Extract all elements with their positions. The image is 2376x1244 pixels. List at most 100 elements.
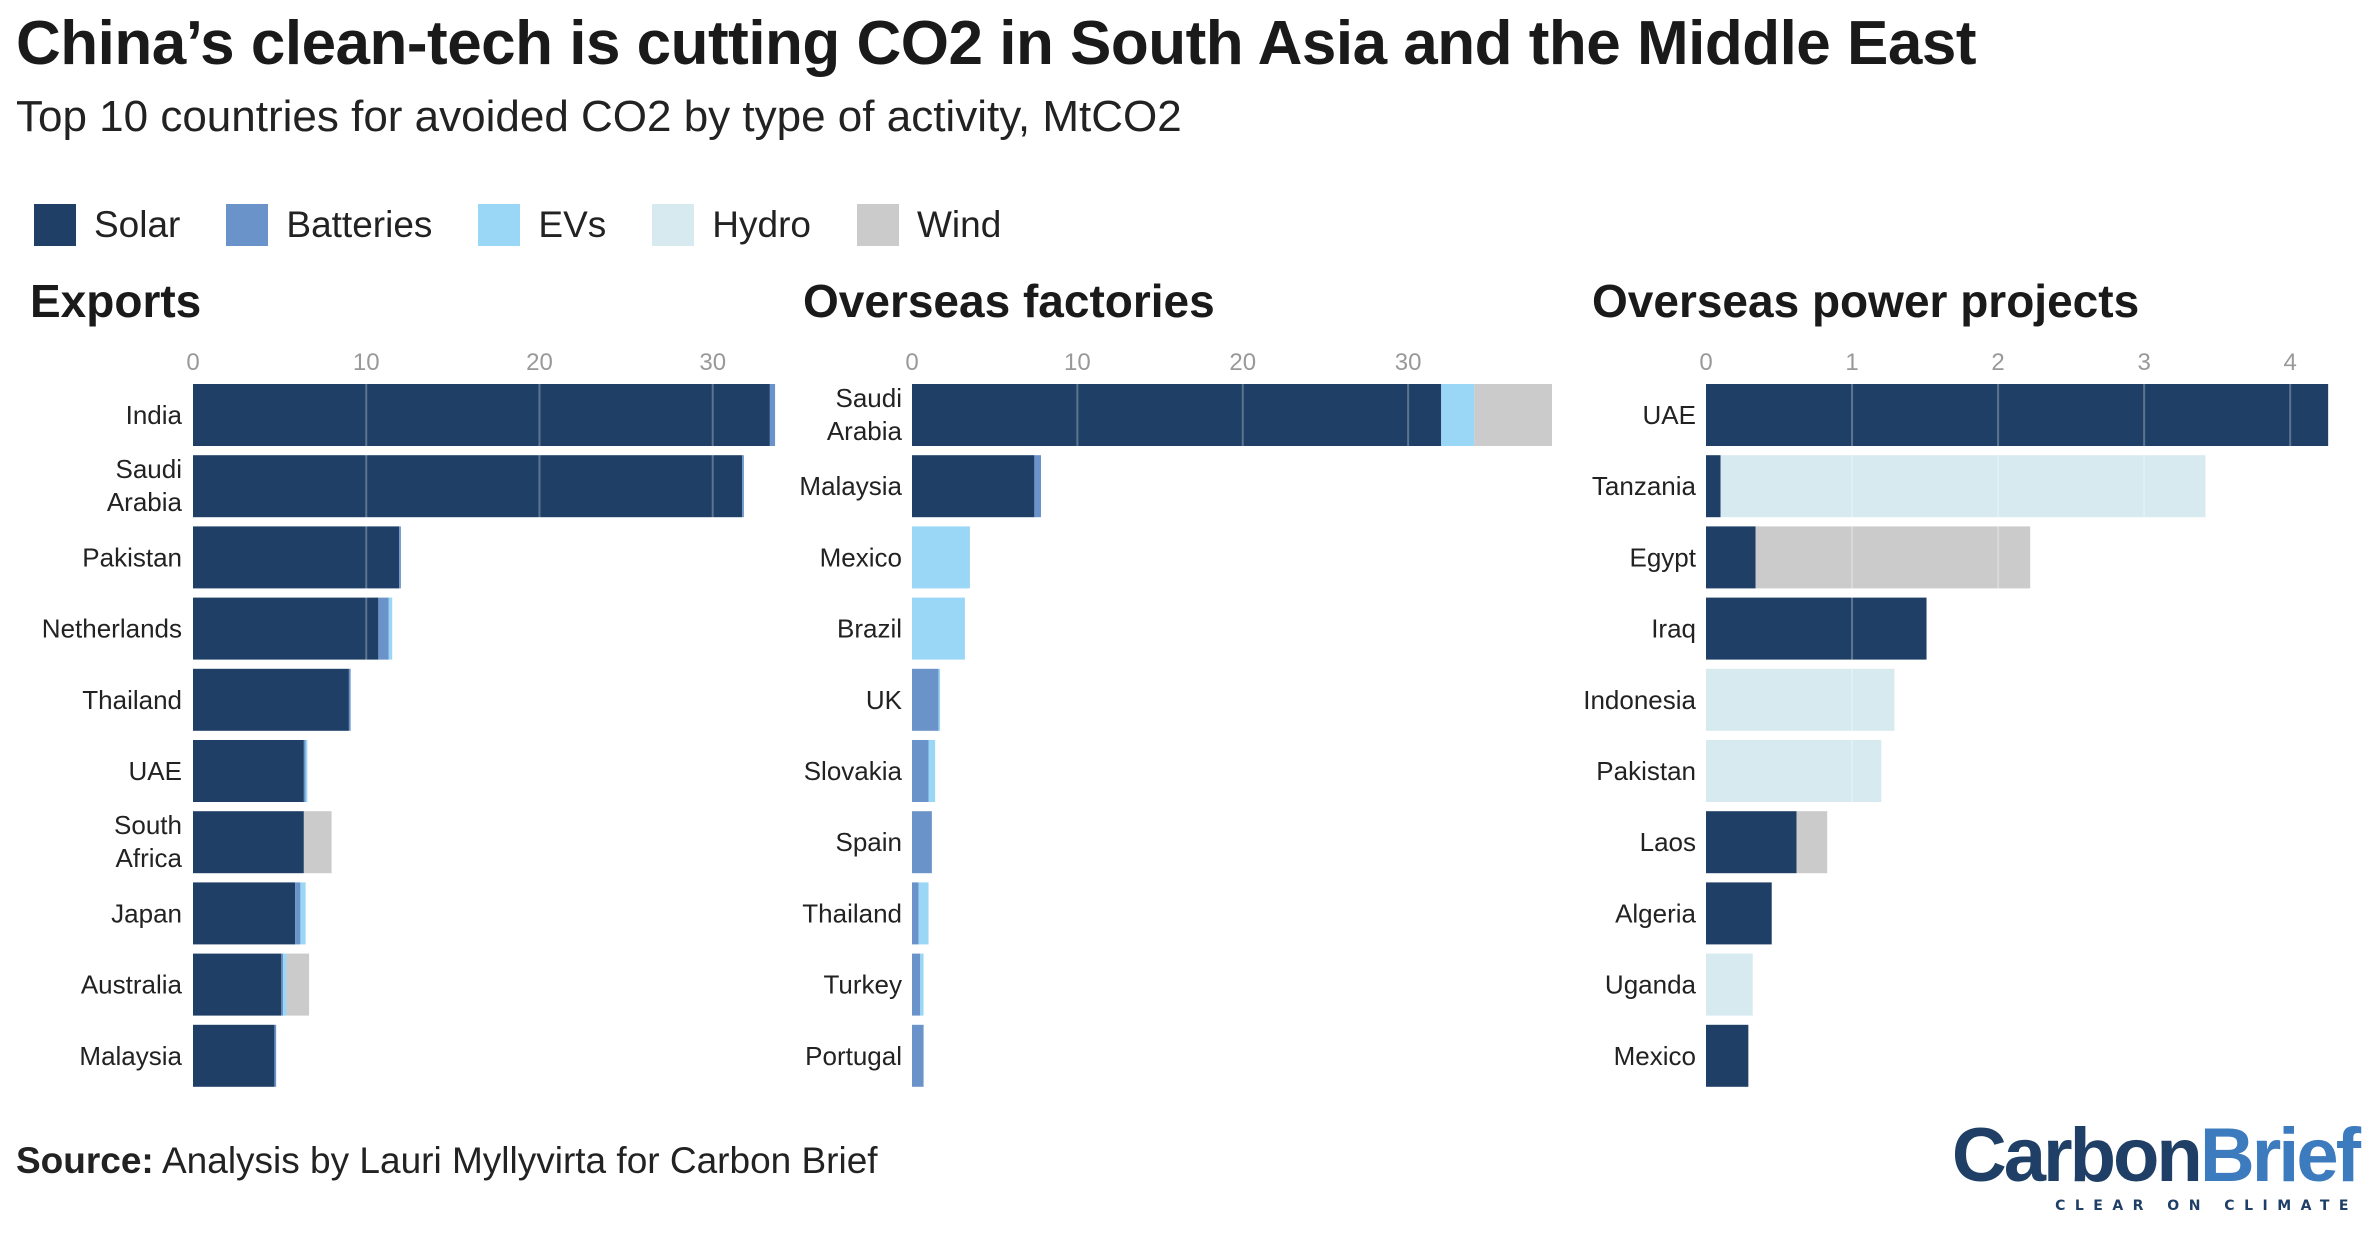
bar-wind-saudi-arabia bbox=[1474, 384, 1552, 446]
legend-item-solar: Solar bbox=[34, 204, 180, 246]
logo-carbon: Carbon bbox=[1951, 1113, 2203, 1198]
bar-solar-pakistan bbox=[193, 526, 400, 589]
legend-label-evs: EVs bbox=[538, 204, 607, 245]
bar-solar-saudi-arabia bbox=[193, 455, 743, 518]
legend-swatch-hydro bbox=[652, 204, 695, 246]
legend-swatch-batteries bbox=[226, 204, 269, 246]
bar-batteries-uae bbox=[303, 740, 306, 802]
legend-item-batteries: Batteries bbox=[226, 204, 432, 246]
bar-evs-mexico bbox=[912, 526, 970, 589]
bar-batteries-malaysia bbox=[1034, 455, 1041, 518]
tick-label-overseas-power-projects-4: 4 bbox=[2284, 349, 2297, 376]
bar-solar-laos bbox=[1706, 811, 1797, 874]
bar-evs-netherlands bbox=[388, 597, 393, 660]
bars-exports bbox=[193, 384, 776, 1087]
tick-label-overseas-factories-10: 10 bbox=[1064, 349, 1091, 376]
category-label-saudi-arabia: Saudi Arabia bbox=[827, 383, 903, 446]
tick-label-overseas-factories-30: 30 bbox=[1395, 349, 1422, 376]
bar-solar-south-africa bbox=[193, 811, 304, 874]
bar-batteries-netherlands bbox=[378, 597, 389, 660]
category-label-thailand: Thailand bbox=[802, 898, 902, 928]
legend-label-wind: Wind bbox=[916, 204, 1002, 245]
category-label-egypt: Egypt bbox=[1630, 542, 1697, 572]
legend-item-hydro: Hydro bbox=[652, 204, 811, 246]
bar-hydro-uganda bbox=[1706, 953, 1753, 1016]
category-label-pakistan: Pakistan bbox=[82, 542, 182, 572]
tick-label-exports-20: 20 bbox=[526, 349, 553, 376]
category-label-portugal: Portugal bbox=[805, 1041, 902, 1071]
category-label-laos: Laos bbox=[1640, 827, 1696, 857]
bar-evs-australia bbox=[283, 953, 287, 1016]
category-label-malaysia: Malaysia bbox=[79, 1041, 182, 1071]
bar-solar-uae bbox=[1706, 384, 2329, 446]
bar-batteries-turkey bbox=[912, 953, 921, 1016]
category-label-iraq: Iraq bbox=[1651, 614, 1696, 644]
bar-solar-netherlands bbox=[193, 597, 379, 660]
bar-evs-uae bbox=[305, 740, 308, 802]
source-note: Source: Analysis by Lauri Myllyvirta for… bbox=[16, 1140, 878, 1182]
bar-wind-egypt bbox=[1755, 526, 2031, 589]
tick-label-overseas-factories-20: 20 bbox=[1229, 349, 1256, 376]
bar-solar-malaysia bbox=[193, 1024, 275, 1087]
bar-batteries-thailand bbox=[348, 668, 351, 731]
bar-batteries-slovakia bbox=[912, 740, 929, 802]
logo-wordmark: CarbonBrief bbox=[1952, 1118, 2361, 1194]
category-label-mexico: Mexico bbox=[1614, 1041, 1696, 1071]
tick-label-overseas-power-projects-3: 3 bbox=[2137, 349, 2150, 376]
category-label-uk: UK bbox=[866, 685, 903, 715]
category-label-uganda: Uganda bbox=[1605, 970, 1697, 1000]
category-label-turkey: Turkey bbox=[824, 970, 903, 1000]
legend-swatch-wind bbox=[856, 204, 899, 246]
bar-batteries-australia bbox=[281, 953, 284, 1016]
tick-label-exports-30: 30 bbox=[699, 349, 726, 376]
bar-solar-egypt bbox=[1706, 526, 1756, 589]
bar-solar-tanzania bbox=[1706, 455, 1721, 518]
bar-evs-thailand bbox=[918, 882, 929, 945]
category-label-netherlands: Netherlands bbox=[42, 614, 182, 644]
chart-area: India Saudi Arabia Pakistan Netherlands Thail… bbox=[42, 349, 2329, 1087]
category-label-mexico: Mexico bbox=[820, 542, 902, 572]
logo-brief: Brief bbox=[2199, 1113, 2361, 1198]
bar-wind-australia bbox=[286, 953, 310, 1016]
category-label-south-africa: South Africa bbox=[114, 810, 182, 873]
category-label-saudi-arabia: Saudi Arabia bbox=[107, 454, 183, 517]
bar-wind-laos bbox=[1796, 811, 1828, 874]
chart-title: China’s clean-tech is cutting CO2 in Sou… bbox=[16, 9, 1976, 78]
bars-overseas-factories bbox=[912, 384, 1552, 1087]
legend-swatch-evs bbox=[478, 204, 521, 246]
category-label-india: India bbox=[126, 400, 183, 430]
panel-title-overseas-power-projects: Overseas power projects bbox=[1592, 275, 2140, 327]
panel-title-exports: Exports bbox=[30, 275, 202, 327]
bar-batteries-india bbox=[769, 384, 776, 446]
category-label-malaysia: Malaysia bbox=[799, 471, 902, 501]
bar-evs-slovakia bbox=[928, 740, 936, 802]
bar-hydro-indonesia bbox=[1706, 668, 1895, 731]
bar-batteries-japan bbox=[295, 882, 301, 945]
bar-solar-uae bbox=[193, 740, 304, 802]
bar-solar-saudi-arabia bbox=[912, 384, 1442, 446]
bar-solar-australia bbox=[193, 953, 282, 1016]
legend-swatch-solar bbox=[34, 204, 76, 246]
bar-batteries-portugal bbox=[912, 1024, 924, 1087]
tick-label-overseas-power-projects-2: 2 bbox=[1991, 349, 2004, 376]
tick-label-exports-10: 10 bbox=[353, 349, 380, 376]
bar-solar-iraq bbox=[1706, 597, 1927, 660]
chart-subtitle: Top 10 countries for avoided CO2 by type… bbox=[16, 92, 1182, 141]
bar-evs-saudi-arabia bbox=[1441, 384, 1475, 446]
bar-solar-india bbox=[193, 384, 770, 446]
bar-batteries-uk bbox=[912, 668, 939, 731]
logo-tagline: CLEAR ON CLIMATE bbox=[2055, 1198, 2358, 1214]
bar-batteries-spain bbox=[912, 811, 932, 874]
bar-hydro-pakistan bbox=[1706, 740, 1882, 802]
legend-item-wind: Wind bbox=[856, 204, 1002, 246]
category-label-spain: Spain bbox=[836, 827, 903, 857]
bar-evs-turkey bbox=[920, 953, 924, 1016]
category-label-uae: UAE bbox=[1643, 400, 1696, 430]
tick-label-overseas-power-projects-1: 1 bbox=[1845, 349, 1858, 376]
category-label-brazil: Brazil bbox=[837, 614, 902, 644]
bar-batteries-thailand bbox=[912, 882, 919, 945]
gridlines-overseas-power-projects bbox=[1851, 380, 2292, 1087]
category-label-pakistan: Pakistan bbox=[1596, 756, 1696, 786]
tick-label-overseas-factories-0: 0 bbox=[905, 349, 918, 376]
legend-label-hydro: Hydro bbox=[712, 204, 811, 245]
